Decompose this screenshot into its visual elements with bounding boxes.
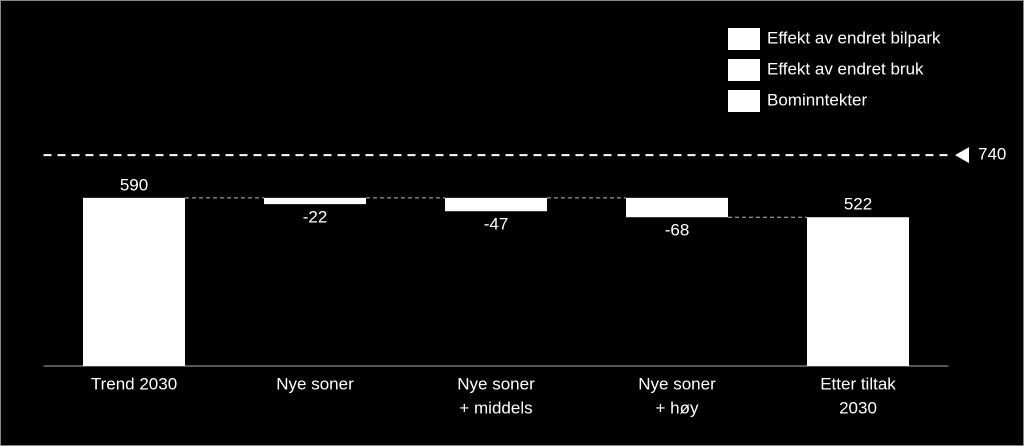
bar xyxy=(807,217,909,366)
x-tick-label: Nye soner xyxy=(457,374,535,393)
legend-swatch xyxy=(728,59,760,81)
reference-marker xyxy=(955,147,969,164)
bar xyxy=(445,197,547,212)
bar xyxy=(83,197,185,366)
x-tick-label: Nye soner xyxy=(638,374,716,393)
bar xyxy=(264,197,366,205)
value-label: -22 xyxy=(303,208,328,227)
x-tick-label: Trend 2030 xyxy=(91,374,177,393)
value-label: 522 xyxy=(844,195,872,214)
legend-label: Effekt av endret bilpark xyxy=(767,28,941,47)
bar xyxy=(626,197,728,218)
reference-label: 740 xyxy=(978,145,1006,164)
x-tick-label: + høy xyxy=(656,398,699,417)
legend-swatch xyxy=(728,90,760,112)
legend-label: Bominntekter xyxy=(767,90,867,109)
value-label: 590 xyxy=(120,175,148,194)
x-tick-label: Etter tiltak xyxy=(820,374,896,393)
legend-swatch xyxy=(728,28,760,50)
value-label: -68 xyxy=(665,221,690,240)
value-label: -47 xyxy=(484,215,509,234)
legend-label: Effekt av endret bruk xyxy=(767,59,924,78)
x-tick-label: 2030 xyxy=(839,398,877,417)
x-tick-label: + middels xyxy=(459,398,532,417)
x-tick-label: Nye soner xyxy=(276,374,354,393)
